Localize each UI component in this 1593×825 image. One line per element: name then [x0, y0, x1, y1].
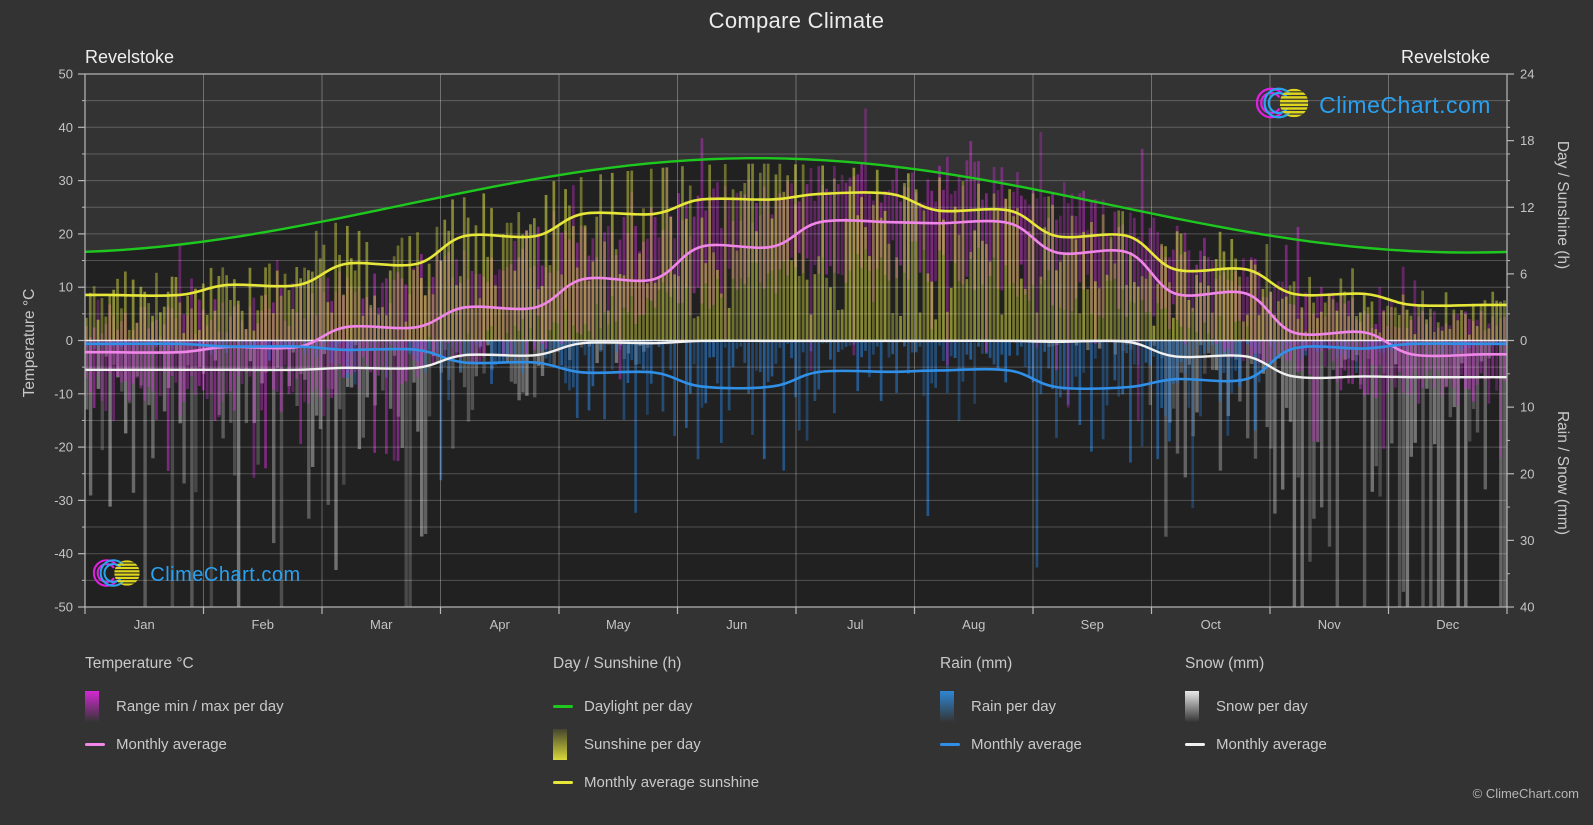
- legend-item: Monthly average: [1185, 725, 1515, 763]
- legend-item: Range min / max per day: [85, 687, 415, 725]
- legend-item-label: Daylight per day: [584, 698, 692, 715]
- legend-swatch-line: [85, 743, 107, 746]
- month-label: Dec: [1436, 617, 1460, 632]
- legend-swatch-line: [1185, 743, 1207, 746]
- legend-group-temperature-c: Temperature °C Range min / max per day Mon…: [85, 655, 415, 763]
- month-label: Feb: [252, 617, 274, 632]
- legend-item-label: Monthly average: [1216, 736, 1327, 753]
- right-axis-title-top: Day / Sunshine (h): [1554, 141, 1571, 269]
- legend-group-title: Day / Sunshine (h): [553, 655, 883, 673]
- legend-swatch-gradient: [940, 691, 962, 722]
- svg-text:20: 20: [59, 226, 73, 241]
- svg-text:18: 18: [1520, 133, 1534, 148]
- month-label: Oct: [1201, 617, 1222, 632]
- climechart-logo-text: ClimeChart.com: [1319, 92, 1491, 119]
- legend-swatch-line: [553, 705, 575, 708]
- svg-text:50: 50: [59, 67, 73, 82]
- climechart-logo-text: ClimeChart.com: [150, 564, 300, 587]
- legend-group-day-sunshine-h-: Day / Sunshine (h) Daylight per day Sunshi…: [553, 655, 883, 801]
- month-label: Aug: [962, 617, 985, 632]
- month-label: Sep: [1081, 617, 1104, 632]
- climate-chart-page: Compare Climate Revelstoke Revelstoke 50…: [0, 0, 1593, 825]
- svg-text:0: 0: [66, 333, 73, 348]
- svg-text:-30: -30: [54, 493, 73, 508]
- svg-text:-20: -20: [54, 440, 73, 455]
- svg-text:6: 6: [1520, 266, 1527, 281]
- climechart-logo-bottom[interactable]: ClimeChart.com: [93, 556, 301, 595]
- copyright-note[interactable]: © ClimeChart.com: [1473, 786, 1579, 801]
- legend-item: Sunshine per day: [553, 725, 883, 763]
- legend-item-label: Sunshine per day: [584, 736, 701, 753]
- svg-text:40: 40: [59, 120, 73, 135]
- month-label: May: [606, 617, 631, 632]
- legend-group-snow-mm-: Snow (mm) Snow per day Monthly average: [1185, 655, 1515, 763]
- month-label: Nov: [1318, 617, 1342, 632]
- svg-text:10: 10: [59, 280, 73, 295]
- month-label: Mar: [370, 617, 393, 632]
- legend-item: Monthly average: [85, 725, 415, 763]
- legend-swatch-gradient: [553, 729, 575, 760]
- legend-item-label: Snow per day: [1216, 698, 1308, 715]
- legend-swatch-line: [553, 781, 575, 784]
- svg-text:24: 24: [1520, 67, 1534, 82]
- month-label: Jul: [847, 617, 864, 632]
- month-label: Apr: [490, 617, 511, 632]
- left-axis-title: Temperature °C: [21, 289, 38, 398]
- svg-text:30: 30: [59, 173, 73, 188]
- legend-swatch-gradient: [85, 691, 107, 722]
- legend-item-label: Rain per day: [971, 698, 1056, 715]
- svg-text:-10: -10: [54, 386, 73, 401]
- legend-item: Monthly average sunshine: [553, 763, 883, 801]
- legend-item-label: Monthly average sunshine: [584, 774, 759, 791]
- legend-item-label: Monthly average: [116, 736, 227, 753]
- svg-text:-50: -50: [54, 600, 73, 615]
- legend-item-label: Monthly average: [971, 736, 1082, 753]
- svg-text:10: 10: [1520, 400, 1534, 415]
- climechart-logo-top[interactable]: ClimeChart.com: [1256, 84, 1491, 127]
- svg-text:12: 12: [1520, 200, 1534, 215]
- legend-swatch-gradient: [1185, 691, 1207, 722]
- month-label: Jun: [726, 617, 747, 632]
- legend-swatch-line: [940, 743, 962, 746]
- month-label: Jan: [134, 617, 155, 632]
- legend-item: Daylight per day: [553, 687, 883, 725]
- legend-group-title: Temperature °C: [85, 655, 415, 673]
- climechart-logo-icon: [1256, 84, 1311, 127]
- climechart-logo-icon: [93, 556, 142, 595]
- legend-item-label: Range min / max per day: [116, 698, 284, 715]
- right-axis-title-bottom: Rain / Snow (mm): [1554, 411, 1571, 535]
- svg-text:40: 40: [1520, 600, 1534, 615]
- svg-text:20: 20: [1520, 466, 1534, 481]
- legend-item: Snow per day: [1185, 687, 1515, 725]
- svg-text:-40: -40: [54, 546, 73, 561]
- svg-text:30: 30: [1520, 533, 1534, 548]
- legend-group-title: Snow (mm): [1185, 655, 1515, 673]
- svg-text:0: 0: [1520, 333, 1527, 348]
